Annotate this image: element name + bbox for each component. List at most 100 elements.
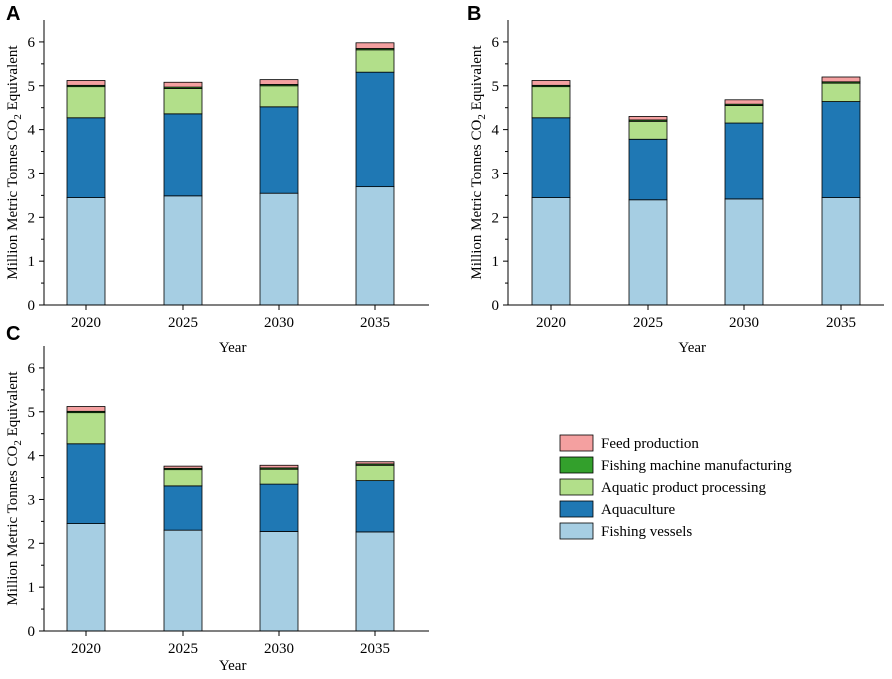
bar-c-2020-aquatic-product-processing (66, 412, 106, 445)
y-axis-title-a: Million Metric Tonnes CO2 Equivalent (5, 45, 24, 280)
bar-b-2020-aquaculture (531, 117, 571, 198)
bar-b-2030-feed-production (724, 99, 764, 105)
x-tick-label-c-2030: 2030 (264, 641, 294, 657)
legend-label-feed-production: Feed production (601, 436, 699, 452)
y-axis-title-b: Million Metric Tonnes CO2 Equivalent (469, 45, 488, 280)
bar-c-2025-aquaculture (163, 485, 203, 531)
legend-label-aquaculture: Aquaculture (601, 502, 675, 518)
panel-c: C 0 1 2 3 4 5 6 2020 2025 2030 2035 Year Million Met… (5, 323, 429, 674)
y-tick-label-a-3: 3 (28, 166, 36, 182)
bar-a-2020-aquaculture (66, 117, 106, 198)
bar-b-2035-feed-production (821, 76, 861, 83)
bar-b-2030-fishing-vessels (724, 198, 764, 306)
bar-a-2025-fishing-vessels (163, 195, 203, 306)
x-tick-label-b-2025: 2025 (633, 315, 663, 331)
y-tick-label-c-6: 6 (28, 361, 36, 377)
bar-c-2020-fishing-vessels (66, 523, 106, 632)
panel-label-c: C (6, 323, 20, 345)
y-tick-label-b-0: 0 (492, 298, 500, 314)
bar-b-2020-aquatic-product-processing (531, 86, 571, 119)
bar-c-2025-fishing-vessels (163, 529, 203, 632)
y-tick-label-c-0: 0 (28, 624, 36, 640)
bar-a-2030-feed-production (259, 79, 299, 85)
bar-a-2020-feed-production (66, 80, 106, 86)
bar-c-2035-feed-production (355, 461, 395, 465)
bar-c-2020-feed-production (66, 406, 106, 412)
bar-a-2030-aquaculture (259, 106, 299, 194)
bar-b-2020-fishing-vessels (531, 197, 571, 306)
legend-swatch-fishing-vessels (559, 522, 594, 540)
y-tick-label-c-4: 4 (28, 449, 36, 465)
bar-c-2030-aquatic-product-processing (259, 468, 299, 485)
bar-c-2030-feed-production (259, 464, 299, 469)
legend: Feed production Fishing machine manufact… (559, 434, 792, 540)
x-tick-label-c-2025: 2025 (168, 641, 198, 657)
y-tick-label-b-2: 2 (492, 210, 500, 226)
bar-a-2035-fishing-vessels (355, 186, 395, 306)
bar-b-2035-fishing-vessels (821, 197, 861, 306)
legend-swatch-aquaculture (559, 500, 594, 518)
bar-c-2025-feed-production (163, 465, 203, 469)
y-tick-label-c-5: 5 (28, 405, 36, 421)
bar-a-2035-aquatic-product-processing (355, 49, 395, 73)
x-tick-label-b-2020: 2020 (536, 315, 566, 331)
legend-label-aquatic-product-processing: Aquatic product processing (601, 480, 766, 496)
bar-b-2025-aquaculture (628, 138, 668, 201)
y-tick-label-a-0: 0 (28, 298, 36, 314)
bar-a-2025-aquatic-product-processing (163, 88, 203, 115)
bar-b-2030-aquaculture (724, 122, 764, 200)
bar-c-2030-fishing-vessels (259, 531, 299, 632)
bar-b-2025-feed-production (628, 116, 668, 121)
x-tick-label-b-2035: 2035 (826, 315, 856, 331)
panel-label-a: A (6, 3, 20, 25)
y-tick-label-a-1: 1 (28, 254, 36, 270)
legend-swatch-aquatic-product-processing (559, 478, 594, 496)
bar-b-2030-aquatic-product-processing (724, 105, 764, 124)
bar-c-2030-aquaculture (259, 483, 299, 532)
bar-c-2035-aquaculture (355, 480, 395, 533)
legend-swatch-fishing-machine-manufacturing (559, 456, 594, 474)
x-axis-title-c: Year (219, 658, 247, 674)
y-tick-label-b-4: 4 (492, 123, 500, 139)
y-tick-label-a-2: 2 (28, 210, 36, 226)
bar-c-2020-aquaculture (66, 443, 106, 524)
bar-a-2020-aquatic-product-processing (66, 86, 106, 119)
bar-b-2020-feed-production (531, 80, 571, 86)
y-tick-label-b-1: 1 (492, 254, 500, 270)
legend-swatch-feed-production (559, 434, 594, 452)
y-tick-label-b-5: 5 (492, 79, 500, 95)
bar-a-2025-feed-production (163, 81, 203, 88)
bar-b-2035-aquatic-product-processing (821, 82, 861, 102)
y-tick-label-c-1: 1 (28, 580, 36, 596)
y-tick-label-c-3: 3 (28, 492, 36, 508)
panel-a: A 0 1 2 3 4 5 6 2020 2025 2030 2035 Year Million Met… (5, 3, 429, 356)
x-tick-label-a-2020: 2020 (71, 315, 101, 331)
y-tick-label-a-6: 6 (28, 35, 36, 51)
x-axis-title-a: Year (219, 340, 247, 356)
bar-a-2035-aquaculture (355, 71, 395, 188)
y-tick-label-a-5: 5 (28, 79, 36, 95)
bar-c-2035-aquatic-product-processing (355, 464, 395, 482)
bar-a-2035-feed-production (355, 42, 395, 49)
x-tick-label-a-2030: 2030 (264, 315, 294, 331)
panel-label-b: B (467, 3, 481, 25)
bar-a-2030-fishing-vessels (259, 192, 299, 306)
x-axis-title-b: Year (678, 340, 706, 356)
bar-a-2030-aquatic-product-processing (259, 85, 299, 108)
x-tick-label-a-2035: 2035 (360, 315, 390, 331)
bar-a-2020-fishing-vessels (66, 197, 106, 306)
x-tick-label-c-2020: 2020 (71, 641, 101, 657)
y-axis-title-c: Million Metric Tonnes CO2 Equivalent (5, 371, 24, 606)
x-tick-label-c-2035: 2035 (360, 641, 390, 657)
bar-b-2035-aquaculture (821, 101, 861, 198)
legend-label-fishing-vessels: Fishing vessels (601, 524, 692, 540)
bar-c-2035-fishing-vessels (355, 531, 395, 632)
bar-b-2025-aquatic-product-processing (628, 120, 668, 140)
panel-b: B 0 1 2 3 4 5 6 2020 2025 2030 2035 Year Million Met… (467, 3, 884, 356)
bar-a-2025-aquaculture (163, 113, 203, 197)
y-tick-label-b-3: 3 (492, 166, 500, 182)
x-tick-label-a-2025: 2025 (168, 315, 198, 331)
x-tick-label-b-2030: 2030 (729, 315, 759, 331)
y-tick-label-c-2: 2 (28, 536, 36, 552)
